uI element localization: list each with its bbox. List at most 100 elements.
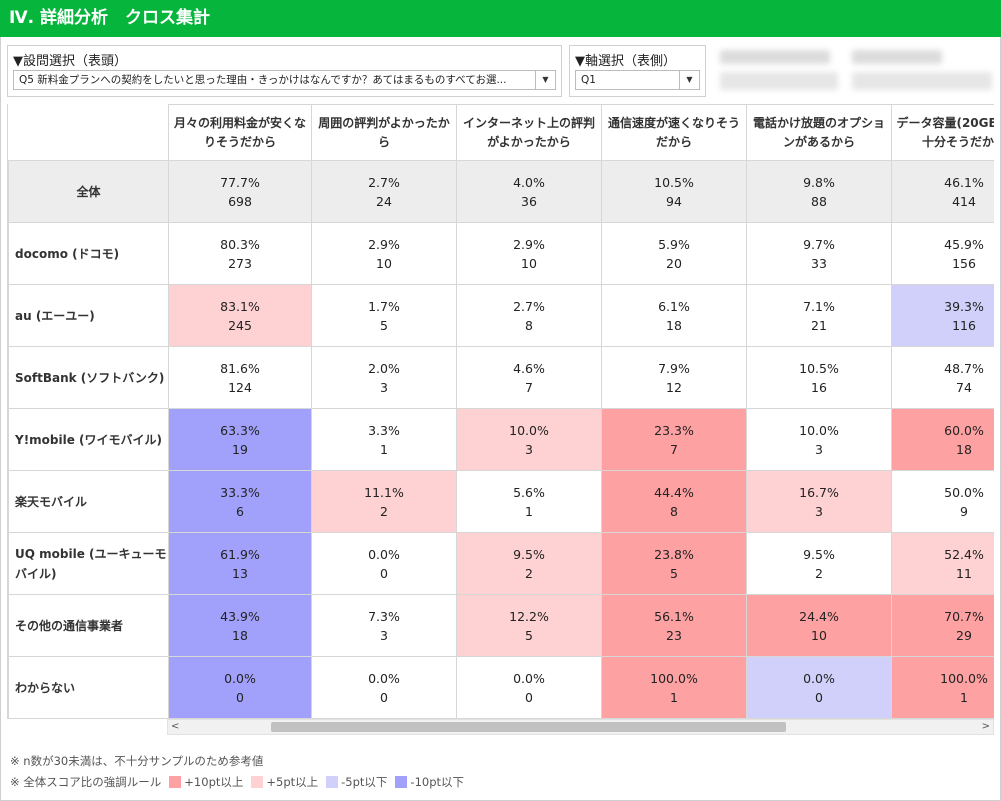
column-header: 周囲の評判がよかったから (311, 104, 457, 161)
table-cell: 23.3% 7 (601, 408, 747, 471)
blurred-filter-select[interactable] (852, 72, 992, 90)
table-cell: 3.3% 1 (311, 408, 457, 471)
cell-count: 10 (376, 255, 392, 271)
cell-percent: 60.0% (944, 422, 984, 438)
legend-label: +5pt以上 (266, 775, 319, 789)
row-header: UQ mobile (ユーキューモバイル) (8, 532, 169, 595)
table-row: au (エーユー) 83.1% 245 1.7% 5 2.7% 8 6.1% 18 7.1% 21 3… (8, 284, 994, 347)
cell-count: 7 (525, 379, 533, 395)
table-cell: 2.9% 10 (456, 222, 602, 285)
table-cell: 56.1% 23 (601, 594, 747, 657)
cell-count: 0 (380, 689, 388, 705)
cell-count: 5 (670, 565, 678, 581)
row-header: 全体 (8, 160, 169, 223)
table-cell: 45.9% 156 (891, 222, 994, 285)
cell-percent: 5.9% (658, 236, 690, 252)
cell-percent: 100.0% (940, 670, 988, 686)
cell-percent: 2.9% (513, 236, 545, 252)
chevron-down-icon[interactable]: ▼ (679, 71, 699, 89)
cell-count: 13 (232, 565, 248, 581)
table-cell: 83.1% 245 (168, 284, 312, 347)
chevron-left-icon[interactable]: < (171, 721, 180, 732)
table-cell: 60.0% 18 (891, 408, 994, 471)
legend-swatch (326, 776, 339, 788)
cell-count: 8 (670, 503, 678, 519)
cell-count: 0 (380, 565, 388, 581)
table-row: わからない 0.0% 0 0.0% 0 0.0% 0 100.0% 1 0.0% 0 100.0% 1 (8, 656, 994, 719)
table-row: Y!mobile (ワイモバイル) 63.3% 19 3.3% 1 10.0% 3 23.3%… (8, 408, 994, 471)
table-cell: 100.0% 1 (601, 656, 747, 719)
table-cell: 6.1% 18 (601, 284, 747, 347)
cell-count: 3 (815, 503, 823, 519)
cell-count: 1 (960, 689, 968, 705)
table-cell: 4.0% 36 (456, 160, 602, 223)
cell-percent: 1.7% (368, 298, 400, 314)
table-cell: 100.0% 1 (891, 656, 994, 719)
cell-count: 10 (521, 255, 537, 271)
table-cell: 23.8% 5 (601, 532, 747, 595)
cell-percent: 4.6% (513, 360, 545, 376)
horizontal-scrollbar[interactable]: < > (167, 719, 994, 735)
cell-percent: 70.7% (944, 608, 984, 624)
scrollbar-thumb[interactable] (271, 722, 786, 732)
blurred-filter-select[interactable] (720, 72, 838, 90)
cell-count: 3 (815, 441, 823, 457)
legend-swatch (251, 776, 264, 788)
cell-percent: 80.3% (220, 236, 260, 252)
chevron-right-icon[interactable]: > (981, 721, 990, 732)
table-header-row: 月々の利用料金が安くなりそうだから 周囲の評判がよかったから インターネット上の評判… (8, 104, 994, 161)
row-header: au (エーユー) (8, 284, 169, 347)
table-cell: 0.0% 0 (311, 656, 457, 719)
cell-percent: 16.7% (799, 484, 839, 500)
cell-percent: 10.0% (799, 422, 839, 438)
table-cell: 43.9% 18 (168, 594, 312, 657)
cell-count: 16 (811, 379, 827, 395)
cell-count: 8 (525, 317, 533, 333)
table-cell: 9.5% 2 (746, 532, 892, 595)
chevron-down-icon[interactable]: ▼ (535, 71, 555, 89)
cell-count: 29 (956, 627, 972, 643)
table-cell: 10.5% 94 (601, 160, 747, 223)
cell-count: 5 (525, 627, 533, 643)
cell-count: 156 (952, 255, 976, 271)
table-cell: 9.7% 33 (746, 222, 892, 285)
table-cell: 52.4% 11 (891, 532, 994, 595)
table-cell: 0.0% 0 (746, 656, 892, 719)
cell-percent: 23.8% (654, 546, 694, 562)
cross-tab-table-container[interactable]: 月々の利用料金が安くなりそうだから 周囲の評判がよかったから インターネット上の評判… (7, 104, 994, 719)
row-header: SoftBank (ソフトバンク) (8, 346, 169, 409)
cell-count: 2 (525, 565, 533, 581)
legend-swatch (169, 776, 182, 788)
cell-count: 11 (956, 565, 972, 581)
question-select-value: Q5 新料金プランへの契約をしたいと思った理由・きっかけはなんですか？あてはまる… (19, 74, 507, 86)
table-row: docomo (ドコモ) 80.3% 273 2.9% 10 2.9% 10 5.9% 20 9.… (8, 222, 994, 285)
cell-count: 18 (956, 441, 972, 457)
cell-count: 21 (811, 317, 827, 333)
table-row: 全体 77.7% 698 2.7% 24 4.0% 36 10.5% 94 9.8% 88 46.1%… (8, 160, 994, 223)
cell-count: 94 (666, 193, 682, 209)
table-cell: 0.0% 0 (456, 656, 602, 719)
table-cell: 12.2% 5 (456, 594, 602, 657)
table-cell: 39.3% 116 (891, 284, 994, 347)
cell-percent: 2.9% (368, 236, 400, 252)
table-cell: 0.0% 0 (168, 656, 312, 719)
cell-percent: 33.3% (220, 484, 260, 500)
cell-percent: 50.0% (944, 484, 984, 500)
cell-count: 1 (380, 441, 388, 457)
table-row: 楽天モバイル 33.3% 6 11.1% 2 5.6% 1 44.4% 8 16.7% 3 50.0%… (8, 470, 994, 533)
cell-count: 5 (380, 317, 388, 333)
cell-count: 273 (228, 255, 252, 271)
cell-count: 1 (670, 689, 678, 705)
table-cell: 10.0% 3 (746, 408, 892, 471)
cell-percent: 7.1% (803, 298, 835, 314)
cell-count: 3 (380, 627, 388, 643)
cell-count: 19 (232, 441, 248, 457)
table-cell: 11.1% 2 (311, 470, 457, 533)
cell-count: 0 (525, 689, 533, 705)
cell-percent: 5.6% (513, 484, 545, 500)
question-select[interactable]: Q5 新料金プランへの契約をしたいと思った理由・きっかけはなんですか？あてはまる… (13, 70, 556, 90)
axis-select[interactable]: Q1 ▼ (575, 70, 700, 90)
cell-count: 9 (960, 503, 968, 519)
table-cell: 77.7% 698 (168, 160, 312, 223)
table-cell: 46.1% 414 (891, 160, 994, 223)
